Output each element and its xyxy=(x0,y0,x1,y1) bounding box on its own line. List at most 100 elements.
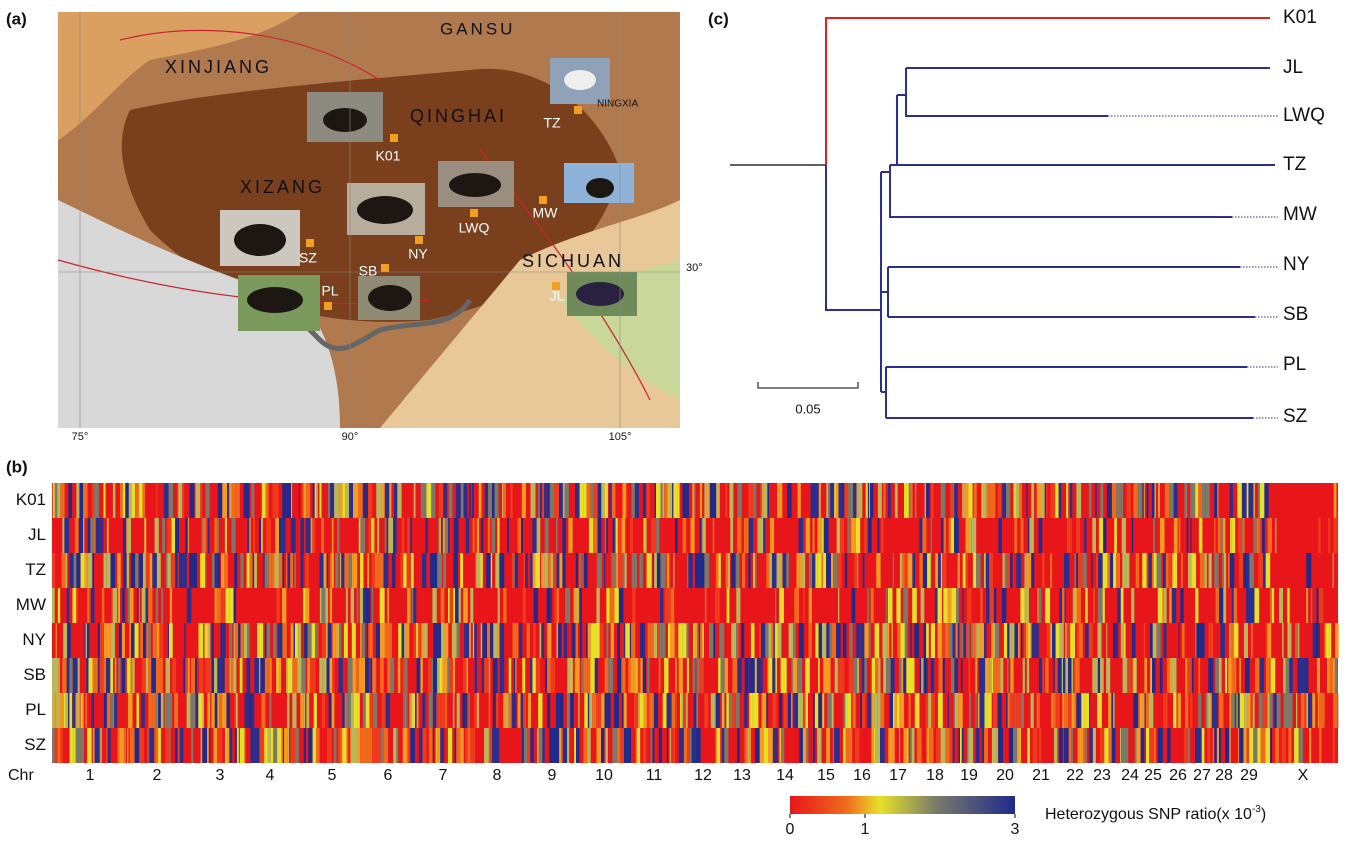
heatmap-stripe xyxy=(638,693,640,728)
heatmap-stripe xyxy=(1306,553,1311,588)
heatmap-stripe xyxy=(106,658,110,693)
heatmap-stripe xyxy=(1319,693,1320,728)
heatmap-stripe xyxy=(1279,588,1283,623)
heatmap-stripe xyxy=(675,623,677,658)
heatmap-stripe xyxy=(806,518,810,553)
heatmap-stripe xyxy=(772,658,775,693)
row-label: SB xyxy=(23,665,46,684)
heatmap-stripe xyxy=(568,518,572,553)
heatmap-stripe xyxy=(314,693,317,728)
heatmap-stripe xyxy=(659,658,661,693)
heatmap-stripe xyxy=(150,728,154,763)
heatmap-stripe xyxy=(910,728,912,763)
heatmap-stripe xyxy=(492,518,496,553)
heatmap-stripe xyxy=(818,658,820,693)
heatmap-stripe xyxy=(72,693,75,728)
heatmap-stripe xyxy=(1172,553,1177,588)
heatmap-stripe xyxy=(439,658,442,693)
heatmap-stripe xyxy=(479,483,480,518)
heatmap-stripe xyxy=(942,553,946,588)
heatmap-stripe xyxy=(191,658,195,693)
heatmap-stripe xyxy=(1096,553,1098,588)
heatmap-stripe xyxy=(742,553,745,588)
sample-label: SZ xyxy=(299,250,317,266)
heatmap-stripe xyxy=(100,623,104,658)
heatmap-stripe xyxy=(191,693,195,728)
heatmap-stripe xyxy=(227,483,229,518)
heatmap-stripe xyxy=(826,623,829,658)
heatmap-stripe xyxy=(1282,728,1286,763)
heatmap-stripe xyxy=(987,483,991,518)
heatmap-stripe xyxy=(178,483,182,518)
heatmap-stripe xyxy=(587,728,590,763)
heatmap-stripe xyxy=(895,483,898,518)
heatmap-stripe xyxy=(675,518,678,553)
heatmap-stripe xyxy=(580,483,584,518)
heatmap-stripe xyxy=(656,518,659,553)
heatmap-stripe xyxy=(215,553,218,588)
heatmap-stripe xyxy=(1058,658,1062,693)
heatmap-stripe xyxy=(973,623,977,658)
chromosome-label: 17 xyxy=(889,767,907,784)
heatmap-stripe xyxy=(152,553,157,588)
heatmap-stripe xyxy=(349,483,353,518)
heatmap-stripe xyxy=(292,693,296,728)
heatmap-stripe xyxy=(1111,553,1113,588)
heatmap-stripe xyxy=(1093,728,1096,763)
heatmap-stripe xyxy=(512,553,513,588)
heatmap-stripe xyxy=(387,588,389,623)
heatmap-stripe xyxy=(1089,483,1092,518)
heatmap-stripe xyxy=(1083,728,1085,763)
heatmap-stripe xyxy=(218,483,223,518)
heatmap-stripe xyxy=(630,518,633,553)
heatmap-stripe xyxy=(481,518,484,553)
heatmap-stripe xyxy=(1307,588,1308,623)
heatmap-stripe xyxy=(670,623,675,658)
heatmap-stripe xyxy=(233,658,236,693)
heatmap-stripe xyxy=(1092,658,1094,693)
chromosome-label: X xyxy=(1298,767,1309,784)
heatmap-stripe xyxy=(123,518,126,553)
heatmap-stripe xyxy=(305,553,309,588)
heatmap-stripe xyxy=(432,658,434,693)
heatmap-stripe xyxy=(111,588,113,623)
heatmap-stripe xyxy=(297,658,301,693)
sample-label: SB xyxy=(359,263,378,279)
heatmap-stripe xyxy=(576,483,580,518)
heatmap-stripe xyxy=(271,728,274,763)
heatmap-stripe xyxy=(79,518,83,553)
heatmap-stripe xyxy=(80,728,84,763)
heatmap-stripe xyxy=(1017,728,1020,763)
heatmap-stripe xyxy=(118,588,119,623)
heatmap-stripe xyxy=(262,483,266,518)
heatmap-stripe xyxy=(791,658,793,693)
heatmap-stripe xyxy=(371,518,374,553)
heatmap-stripe xyxy=(1037,623,1039,658)
heatmap-stripe xyxy=(263,623,265,658)
heatmap-stripe xyxy=(159,623,163,658)
heatmap-stripe xyxy=(217,588,221,623)
heatmap-stripe xyxy=(279,623,282,658)
heatmap-stripe xyxy=(1066,483,1068,518)
heatmap-stripe xyxy=(338,728,341,763)
heatmap-stripe xyxy=(771,518,774,553)
heatmap-stripe xyxy=(1025,553,1027,588)
heatmap-stripe xyxy=(1136,553,1139,588)
heatmap-stripe xyxy=(369,728,372,763)
chromosome-label: 2 xyxy=(153,767,162,784)
heatmap-stripe xyxy=(106,623,111,658)
sample-marker xyxy=(324,302,332,310)
heatmap-stripe xyxy=(169,623,173,658)
heatmap-stripe xyxy=(895,693,897,728)
heatmap-stripe xyxy=(345,693,347,728)
heatmap-stripe xyxy=(730,518,733,553)
heatmap-stripe xyxy=(366,693,370,728)
heatmap-stripe xyxy=(1218,518,1221,553)
heatmap-stripe xyxy=(515,553,518,588)
heatmap-stripe xyxy=(886,658,887,693)
heatmap-stripe xyxy=(1146,693,1149,728)
heatmap-stripe xyxy=(1155,483,1156,518)
region-label: NINGXIA xyxy=(597,99,638,110)
heatmap-stripe xyxy=(1296,693,1297,728)
heatmap-stripe xyxy=(665,588,666,623)
